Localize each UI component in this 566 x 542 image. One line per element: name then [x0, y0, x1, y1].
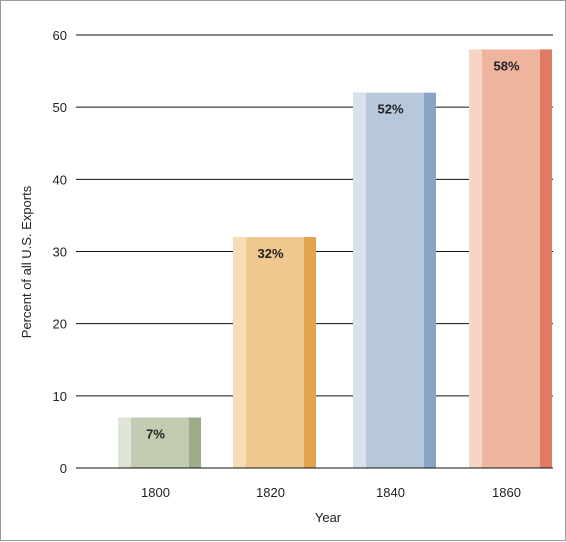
bar-body: [118, 417, 201, 468]
bar-highlight: [118, 417, 131, 468]
y-tick-label-30: 30: [53, 245, 67, 260]
bar-body: [353, 92, 436, 468]
bar-shade: [304, 237, 316, 468]
y-tick-label-10: 10: [53, 389, 67, 404]
y-tick-label-50: 50: [53, 100, 67, 115]
x-tick-label-1840: 1840: [376, 485, 405, 500]
x-tick-label-1820: 1820: [256, 485, 285, 500]
data-label-1840: 52%: [377, 102, 403, 117]
bar-shade: [189, 417, 201, 468]
x-tick-label-1800: 1800: [141, 485, 170, 500]
y-tick-label-20: 20: [53, 317, 67, 332]
data-label-1860: 58%: [493, 58, 519, 73]
bar-shade: [424, 92, 436, 468]
bar-body: [233, 237, 316, 468]
bar-1860: 58%: [469, 49, 552, 468]
bar-1820: 32%: [233, 237, 316, 468]
bar-body: [469, 49, 552, 468]
x-axis-ticks: 1800 1820 1840 1860: [141, 485, 521, 500]
bar-highlight: [353, 92, 366, 468]
y-tick-label-40: 40: [53, 172, 67, 187]
bar-shade: [540, 49, 552, 468]
bar-1800: 7%: [118, 417, 201, 468]
bars: 7% 32% 52% 58%: [76, 49, 553, 469]
y-tick-label-60: 60: [53, 28, 67, 43]
data-label-1820: 32%: [257, 246, 283, 261]
y-axis-title: Percent of all U.S. Exports: [19, 185, 34, 338]
data-label-1800: 7%: [146, 426, 165, 441]
x-tick-label-1860: 1860: [492, 485, 521, 500]
bar-1840: 52%: [353, 92, 436, 468]
y-axis-ticks: 0 10 20 30 40 50 60: [53, 28, 67, 476]
bar-highlight: [233, 237, 246, 468]
y-tick-label-0: 0: [60, 461, 67, 476]
x-axis-title: Year: [315, 510, 342, 525]
bar-highlight: [469, 49, 482, 468]
